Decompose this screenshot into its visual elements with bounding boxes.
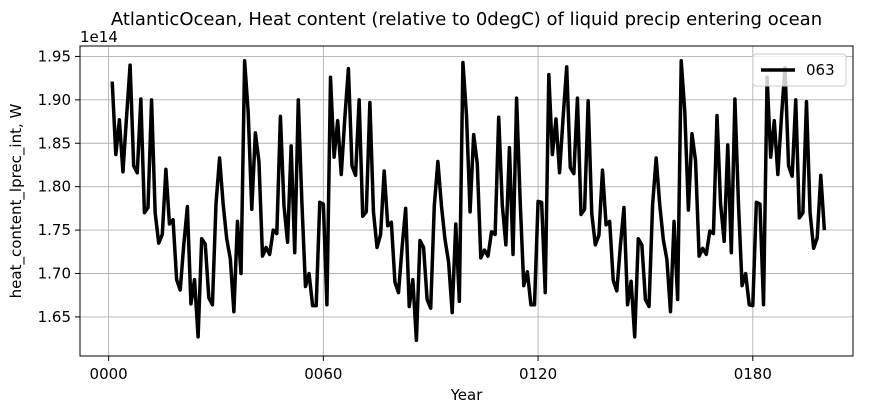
y-tick-label: 1.80 <box>38 178 71 196</box>
series-layer <box>110 59 827 343</box>
plot-frame <box>79 45 854 357</box>
x-axis-label: Year <box>450 386 484 404</box>
legend: 063 <box>752 53 847 87</box>
y-axis-offset-label: 1e14 <box>80 28 118 46</box>
x-tick-label: 0060 <box>304 365 342 383</box>
y-tick-label: 1.95 <box>38 47 71 65</box>
series-line-063 <box>110 59 827 343</box>
y-axis: 1.65 1.70 1.75 1.80 1.85 1.90 1.95 <box>38 47 80 326</box>
chart-title: AtlanticOcean, Heat content (relative to… <box>111 9 822 30</box>
x-tick-label: 0120 <box>519 365 557 383</box>
legend-label: 063 <box>806 61 835 79</box>
y-tick-label: 1.65 <box>38 308 71 326</box>
x-tick-label: 0180 <box>734 365 772 383</box>
y-tick-label: 1.90 <box>38 91 71 109</box>
x-axis: 0000 0060 0120 0180 <box>90 356 772 383</box>
y-tick-label: 1.70 <box>38 265 71 283</box>
y-tick-label: 1.85 <box>38 134 71 152</box>
y-axis-label: heat_content_lprec_int, W <box>7 104 26 299</box>
y-tick-label: 1.75 <box>38 221 71 239</box>
legend-box <box>752 53 847 87</box>
x-tick-label: 0000 <box>90 365 128 383</box>
